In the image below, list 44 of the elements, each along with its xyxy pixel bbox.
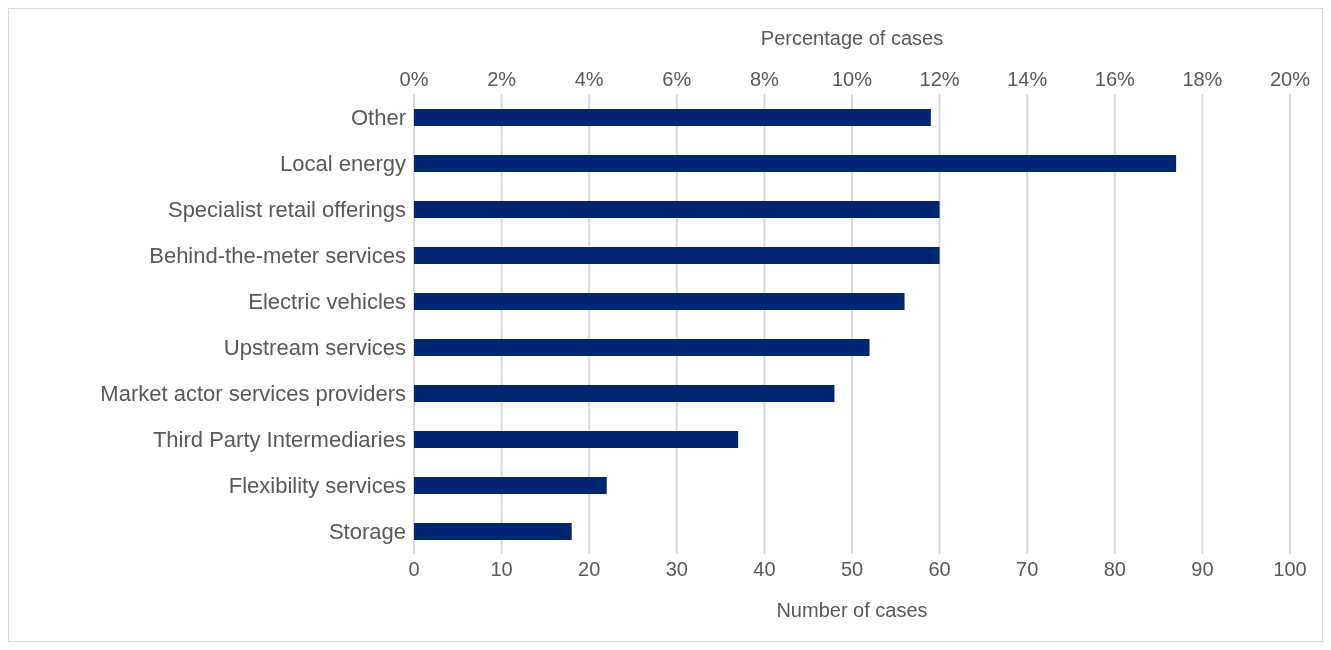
y-tick-label: Flexibility services <box>228 472 406 498</box>
x2-tick-label: 4% <box>574 68 604 90</box>
y-tick-label: Other <box>350 104 406 130</box>
x2-tick-label: 12% <box>919 68 960 90</box>
x2-axis-title: Percentage of cases <box>760 27 944 50</box>
x2-tick-label: 8% <box>749 68 780 90</box>
x-tick-label: 70 <box>1016 558 1039 581</box>
x-tick-label: 20 <box>578 558 601 581</box>
y-tick-label: Local energy <box>280 150 406 176</box>
x-tick-label: 80 <box>1103 558 1126 581</box>
x2-tick-label: 20% <box>1269 68 1311 90</box>
bar <box>414 201 940 218</box>
x-tick-label: 60 <box>928 558 951 581</box>
x2-tick-label: 16% <box>1094 68 1136 90</box>
x-tick-label: 30 <box>665 558 688 581</box>
x-tick-label: 0 <box>408 558 420 581</box>
bar <box>414 339 870 356</box>
x2-tick-label: 14% <box>1007 68 1048 90</box>
bar <box>414 385 835 402</box>
x-tick-label: 10 <box>490 558 513 581</box>
x2-tick-label: 0% <box>399 68 429 90</box>
x2-tick-label: 10% <box>831 68 873 90</box>
bar <box>414 477 607 494</box>
y-tick-label: Upstream services <box>223 334 406 360</box>
y-tick-label: Behind-the-meter services <box>149 242 406 268</box>
bar <box>414 155 1177 172</box>
x-tick-label: 40 <box>753 558 776 581</box>
bar <box>414 431 739 448</box>
bar <box>414 293 905 310</box>
y-tick-label: Specialist retail offerings <box>167 196 406 222</box>
bar <box>414 247 940 264</box>
x-tick-label: 50 <box>840 558 864 581</box>
x2-tick-label: 18% <box>1182 68 1223 90</box>
x2-tick-label: 2% <box>487 68 517 90</box>
x-tick-label: 90 <box>1191 558 1214 581</box>
x-tick-label: 100 <box>1273 558 1307 581</box>
y-tick-label: Third Party Intermediaries <box>152 426 406 452</box>
y-tick-label: Electric vehicles <box>248 288 406 314</box>
x2-tick-label: 6% <box>662 68 692 90</box>
bar <box>414 523 572 540</box>
x-axis-title: Number of cases <box>776 599 928 621</box>
bar <box>414 109 931 126</box>
y-tick-label: Market actor services providers <box>100 380 406 406</box>
y-tick-label: Storage <box>328 518 406 544</box>
